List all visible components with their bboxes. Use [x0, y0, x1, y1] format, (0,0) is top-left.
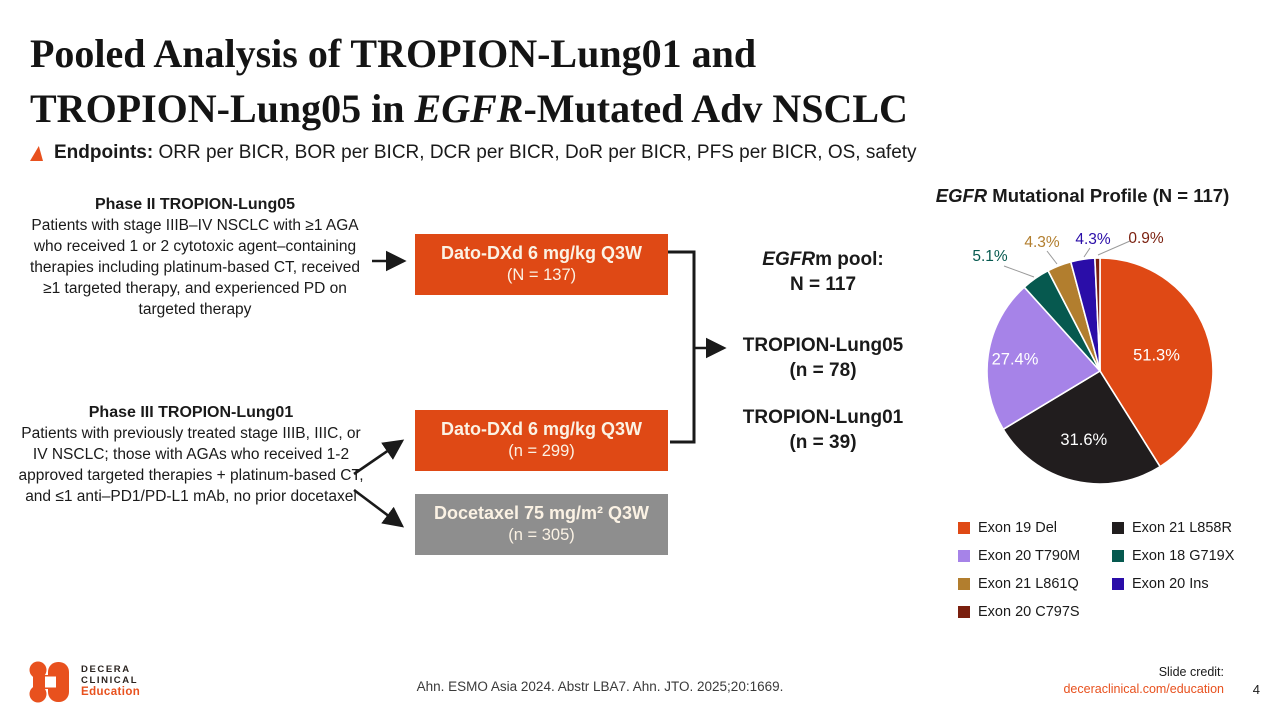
legend-item-exon-21-l858r: Exon 21 L858R	[1112, 520, 1262, 536]
endpoints-bullet-row: Endpoints: ORR per BICR, BOR per BICR, D…	[30, 142, 917, 164]
pie-value-label: 0.9%	[1128, 230, 1164, 247]
phase3-description: Phase III TROPION-Lung01 Patients with p…	[16, 402, 366, 507]
legend-label: Exon 20 T790M	[978, 548, 1081, 564]
pie-leader-line	[1003, 265, 1035, 278]
legend-swatch	[1112, 522, 1124, 534]
legend-label: Exon 19 Del	[978, 520, 1057, 536]
dato-dxd-lung05-label: Dato-DXd 6 mg/kg Q3W	[440, 243, 642, 263]
pie-value-label: 51.3%	[1133, 347, 1180, 365]
phase2-description: Phase II TROPION-Lung05 Patients with st…	[20, 194, 370, 320]
phase3-body: Patients with previously treated stage I…	[18, 425, 364, 505]
legend-swatch	[958, 578, 970, 590]
dato-dxd-lung01-n: (n = 299)	[508, 442, 575, 460]
pie-leader-line	[1046, 250, 1058, 265]
legend-label: Exon 20 C797S	[978, 604, 1080, 620]
docetaxel-n: (n = 305)	[508, 526, 575, 544]
pie-value-label: 5.1%	[972, 248, 1008, 265]
legend-swatch	[1112, 550, 1124, 562]
decera-logo-text: DECERA CLINICAL Education	[81, 664, 141, 698]
egfrm-pool-label: EGFRm pool: N = 117	[762, 249, 884, 295]
pie-slice-exon-20-t790m	[986, 285, 1102, 431]
tropion-lung05-count: TROPION-Lung05 (n = 78)	[742, 335, 904, 381]
slide-credit: Slide credit: deceraclinical.com/educati…	[1063, 664, 1224, 698]
dato-dxd-lung01-box: Dato-DXd 6 mg/kg Q3W (n = 299)	[415, 410, 668, 471]
endpoints-text: Endpoints: ORR per BICR, BOR per BICR, D…	[54, 142, 917, 163]
legend-swatch	[958, 606, 970, 618]
slide-title-line1: Pooled Analysis of TROPION-Lung01 and	[30, 31, 757, 76]
legend-item-exon-19-del: Exon 19 Del	[958, 520, 1112, 536]
legend-item-exon-20-c797s: Exon 20 C797S	[958, 604, 1112, 620]
reference-citation: Ahn. ESMO Asia 2024. Abstr LBA7. Ahn. JT…	[416, 679, 784, 694]
pie-leader-line	[1097, 240, 1131, 256]
decera-clinical-logo: DECERA CLINICAL Education	[28, 660, 140, 704]
bracket-boxes-to-pool	[668, 250, 696, 444]
phase3-title: Phase III TROPION-Lung01	[88, 404, 294, 421]
pie-chart-title: EGFR Mutational Profile (N = 117)	[935, 185, 1230, 206]
pie-value-label: 4.3%	[1024, 234, 1060, 251]
dato-dxd-lung01-label: Dato-DXd 6 mg/kg Q3W	[440, 419, 642, 439]
legend-swatch	[1112, 578, 1124, 590]
legend-item-exon-20-t790m: Exon 20 T790M	[958, 548, 1112, 564]
triangle-bullet-icon	[30, 146, 43, 161]
legend-label: Exon 20 Ins	[1132, 576, 1209, 592]
slide-title-line2: TROPION-Lung05 in EGFR-Mutated Adv NSCLC	[30, 86, 908, 131]
pie-leader-line	[1083, 247, 1091, 258]
legend-label: Exon 21 L861Q	[978, 576, 1079, 592]
dato-dxd-lung05-box: Dato-DXd 6 mg/kg Q3W (N = 137)	[415, 234, 668, 295]
tropion-lung01-count: TROPION-Lung01 (n = 39)	[742, 407, 904, 453]
logo-education-label: Education	[81, 686, 141, 698]
pie-value-label: 31.6%	[1060, 431, 1107, 449]
pie-legend: Exon 19 Del Exon 21 L858R Exon 20 T790M Exo…	[958, 520, 1262, 620]
legend-item-exon-20-ins: Exon 20 Ins	[1112, 576, 1262, 592]
legend-swatch	[958, 522, 970, 534]
slide-title-egfr-italic: EGFR	[414, 86, 524, 131]
legend-item-exon-18-g719x: Exon 18 G719X	[1112, 548, 1262, 564]
slide-credit-link[interactable]: deceraclinical.com/education	[1063, 682, 1224, 696]
phase2-title: Phase II TROPION-Lung05	[94, 196, 296, 213]
phase2-body: Patients with stage IIIB–IV NSCLC with ≥…	[30, 217, 360, 318]
slide-title: Pooled Analysis of TROPION-Lung01 and TR…	[30, 26, 1030, 136]
pie-slice-exon-20-c797s	[1094, 257, 1101, 372]
legend-label: Exon 18 G719X	[1132, 548, 1235, 564]
legend-label: Exon 21 L858R	[1132, 520, 1232, 536]
pie-value-label: 4.3%	[1075, 231, 1111, 248]
dato-dxd-lung05-n: (N = 137)	[506, 266, 577, 284]
legend-swatch	[958, 550, 970, 562]
legend-item-exon-21-l861q: Exon 21 L861Q	[958, 576, 1112, 592]
docetaxel-box: Docetaxel 75 mg/m² Q3W (n = 305)	[415, 494, 668, 555]
page-number: 4	[1252, 682, 1260, 697]
pie-slice-exon-21-l858r	[1002, 369, 1162, 485]
pie-value-label: 27.4%	[992, 350, 1039, 368]
decera-logo-icon	[29, 661, 69, 703]
egfr-mutation-pie-chart: 51.3% 31.6% 27.4% 5.1% 4.3% 4.3% 0.9%	[972, 230, 1214, 485]
slide-credit-label: Slide credit:	[1158, 665, 1224, 679]
docetaxel-label: Docetaxel 75 mg/m² Q3W	[433, 503, 650, 523]
